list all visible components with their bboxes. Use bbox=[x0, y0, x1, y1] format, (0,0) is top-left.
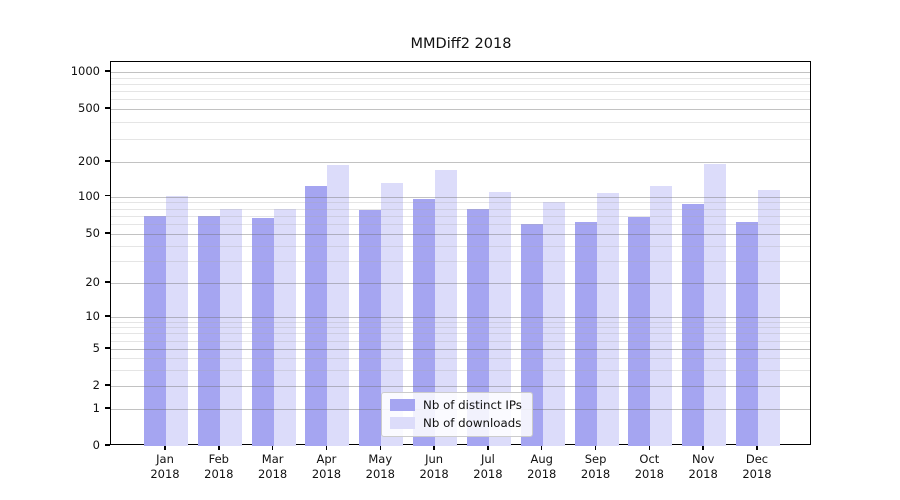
ips-bar bbox=[305, 185, 328, 446]
downloads-bar bbox=[704, 164, 727, 446]
x-tick-label: Apr 2018 bbox=[311, 452, 342, 481]
y-tick-label: 10 bbox=[85, 309, 100, 323]
y-tick-label: 100 bbox=[78, 188, 100, 203]
y-tick-label: 1 bbox=[92, 401, 100, 415]
x-tick-mark bbox=[648, 445, 651, 450]
ips-bar bbox=[413, 198, 436, 446]
x-tick-mark bbox=[594, 445, 597, 450]
ips-bar bbox=[359, 209, 382, 446]
downloads-bar bbox=[273, 208, 296, 446]
y-tick-mark bbox=[105, 315, 110, 317]
x-tick-label: Mar 2018 bbox=[257, 452, 288, 481]
downloads-bar bbox=[166, 195, 188, 446]
x-tick-label: Sep 2018 bbox=[580, 452, 611, 481]
legend-item-distinct-ips: Nb of distinct IPs bbox=[390, 398, 522, 412]
ips-bar bbox=[682, 204, 705, 446]
ips-bar bbox=[520, 224, 543, 446]
bars-layer bbox=[111, 62, 810, 446]
x-tick-mark bbox=[756, 445, 758, 450]
legend-label-downloads: Nb of downloads bbox=[423, 416, 522, 430]
legend-label-distinct-ips: Nb of distinct IPs bbox=[423, 398, 522, 412]
y-tick-label: 1000 bbox=[70, 64, 100, 78]
downloads-bar bbox=[757, 189, 780, 446]
x-tick-mark bbox=[540, 445, 543, 450]
y-tick-mark bbox=[105, 70, 110, 72]
y-tick-mark bbox=[105, 407, 110, 409]
legend-swatch-distinct-ips bbox=[390, 399, 415, 411]
x-tick-label: Aug 2018 bbox=[527, 452, 557, 481]
x-tick-mark bbox=[433, 445, 435, 450]
y-tick-mark bbox=[105, 281, 110, 283]
y-tick-mark bbox=[105, 107, 110, 109]
x-tick-label: Jul 2018 bbox=[473, 452, 503, 481]
plot-area: Nb of distinct IPs Nb of downloads bbox=[110, 61, 811, 446]
ips-bar bbox=[466, 208, 489, 446]
downloads-bar bbox=[435, 170, 458, 446]
x-tick-mark bbox=[487, 445, 489, 450]
ips-bar bbox=[251, 218, 274, 446]
x-tick-label: Oct 2018 bbox=[634, 452, 664, 481]
y-tick-mark bbox=[105, 347, 110, 349]
downloads-bar bbox=[488, 191, 511, 446]
x-tick-label: Jun 2018 bbox=[419, 452, 449, 481]
x-tick-mark bbox=[218, 445, 220, 450]
y-tick-mark bbox=[105, 232, 110, 234]
x-tick-label: Dec 2018 bbox=[742, 452, 772, 481]
legend: Nb of distinct IPs Nb of downloads bbox=[381, 392, 533, 437]
x-tick-mark bbox=[702, 445, 704, 450]
ips-bar bbox=[197, 215, 220, 446]
ips-bar bbox=[628, 217, 651, 446]
downloads-bar bbox=[650, 185, 673, 446]
x-tick-mark bbox=[271, 445, 274, 450]
legend-item-downloads: Nb of downloads bbox=[390, 416, 522, 430]
x-tick-label: May 2018 bbox=[365, 452, 395, 481]
downloads-bar bbox=[542, 201, 565, 446]
x-tick-label: Jan 2018 bbox=[150, 452, 180, 481]
y-tick-label: 50 bbox=[85, 226, 100, 240]
y-tick-label: 20 bbox=[85, 275, 100, 289]
y-tick-label: 500 bbox=[78, 101, 100, 115]
legend-swatch-downloads bbox=[390, 417, 415, 429]
x-tick-mark bbox=[164, 445, 166, 450]
ips-bar bbox=[735, 222, 758, 446]
y-tick-mark bbox=[105, 194, 110, 197]
y-tick-mark bbox=[105, 384, 110, 386]
chart-title: MMDiff2 2018 bbox=[410, 36, 512, 52]
downloads-bar bbox=[219, 208, 242, 446]
x-tick-label: Feb 2018 bbox=[204, 452, 234, 481]
downloads-bar bbox=[596, 193, 619, 446]
y-tick-label: 0 bbox=[92, 438, 100, 452]
ips-bar bbox=[144, 215, 166, 446]
y-tick-label: 200 bbox=[78, 154, 100, 168]
y-tick-mark bbox=[105, 444, 110, 446]
x-tick-label: Nov 2018 bbox=[688, 452, 718, 481]
x-tick-mark bbox=[379, 445, 382, 450]
downloads-bar bbox=[381, 182, 404, 446]
y-tick-mark bbox=[105, 160, 110, 162]
y-tick-label: 5 bbox=[92, 341, 100, 355]
ips-bar bbox=[574, 222, 597, 446]
downloads-bar bbox=[327, 164, 350, 446]
y-tick-label: 2 bbox=[92, 378, 100, 392]
x-tick-mark bbox=[325, 445, 328, 450]
